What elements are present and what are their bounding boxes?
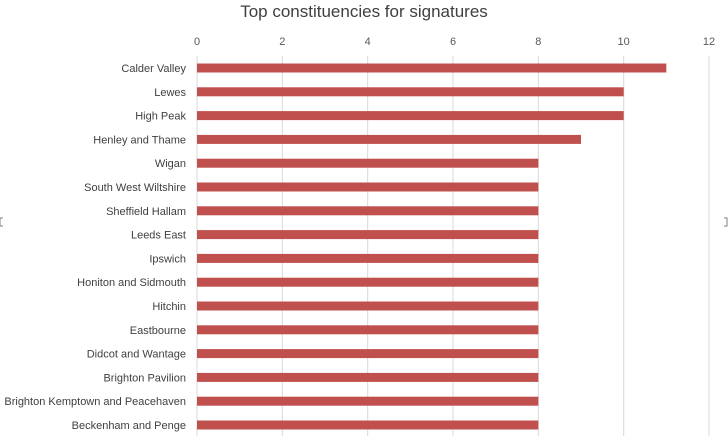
- category-label: Hitchin: [152, 301, 186, 313]
- x-tick-label: 4: [365, 36, 371, 48]
- bar[interactable]: [197, 420, 539, 430]
- bar[interactable]: [197, 253, 539, 263]
- bar[interactable]: [197, 325, 539, 335]
- x-tick-label: 6: [450, 36, 456, 48]
- category-labels: Calder Valley Lewes High Peak Henley and Th…: [4, 63, 186, 432]
- chart-resize-handles[interactable]: [0, 217, 728, 227]
- x-tick-label: 8: [535, 36, 541, 48]
- category-label: Honiton and Sidmouth: [77, 277, 186, 289]
- category-label: Lewes: [154, 87, 186, 99]
- bar[interactable]: [197, 111, 624, 121]
- category-label: Leeds East: [131, 230, 186, 242]
- category-label: Wigan: [155, 158, 186, 170]
- bar[interactable]: [197, 372, 539, 382]
- bar[interactable]: [197, 134, 581, 144]
- bar[interactable]: [197, 206, 539, 216]
- gridlines: [196, 56, 710, 436]
- bar[interactable]: [197, 158, 539, 168]
- x-tick-label: 10: [618, 36, 630, 48]
- chart-title: Top constituencies for signatures: [240, 2, 488, 21]
- bar[interactable]: [197, 396, 539, 406]
- x-tick-label: 2: [279, 36, 285, 48]
- x-axis-ticks: 0 2 4 6 8 10 12: [194, 36, 715, 48]
- category-label: Brighton Kemptown and Peacehaven: [4, 396, 186, 408]
- category-label: Ipswich: [149, 253, 186, 265]
- category-label: Brighton Pavilion: [103, 372, 186, 384]
- bar[interactable]: [197, 63, 667, 73]
- bar[interactable]: [197, 277, 539, 287]
- category-label: Henley and Thame: [93, 134, 186, 146]
- x-tick-label: 12: [703, 36, 715, 48]
- right-resize-handle-icon[interactable]: [724, 217, 728, 227]
- category-label: Calder Valley: [121, 63, 186, 75]
- left-resize-handle-icon[interactable]: [0, 217, 3, 227]
- bar[interactable]: [197, 182, 539, 192]
- category-label: Sheffield Hallam: [106, 206, 186, 218]
- category-label: South West Wiltshire: [84, 182, 186, 194]
- category-label: Beckenham and Penge: [72, 420, 186, 432]
- category-label: High Peak: [135, 111, 186, 123]
- category-label: Didcot and Wantage: [87, 349, 186, 361]
- bar[interactable]: [197, 301, 539, 311]
- bar[interactable]: [197, 87, 624, 97]
- bars: [197, 63, 667, 430]
- x-tick-label: 0: [194, 36, 200, 48]
- bar[interactable]: [197, 349, 539, 359]
- category-label: Eastbourne: [130, 325, 186, 337]
- bar[interactable]: [197, 230, 539, 240]
